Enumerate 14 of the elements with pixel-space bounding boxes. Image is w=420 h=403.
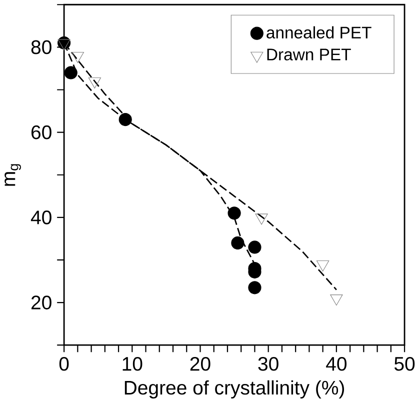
- y-tick-label: 60: [31, 125, 52, 140]
- y-axis-title: m$_{g}$: [4, 164, 21, 186]
- x-tick-label: 40: [326, 356, 347, 371]
- x-tick-label: 10: [122, 356, 142, 371]
- legend-label: annealed PET: [266, 26, 372, 38]
- x-tick-label: 30: [258, 356, 278, 371]
- y-tick-label: 80: [31, 40, 52, 54]
- x-tick-label: 20: [190, 356, 210, 371]
- x-axis-title: Degree of crystallinity (%): [124, 380, 344, 398]
- x-tick-label: 0: [59, 356, 69, 371]
- y-tick-label: 20: [31, 296, 52, 310]
- legend-label: Drawn PET: [267, 48, 351, 60]
- x-tick-label: 50: [394, 356, 415, 371]
- y-tick-label: 40: [30, 210, 52, 224]
